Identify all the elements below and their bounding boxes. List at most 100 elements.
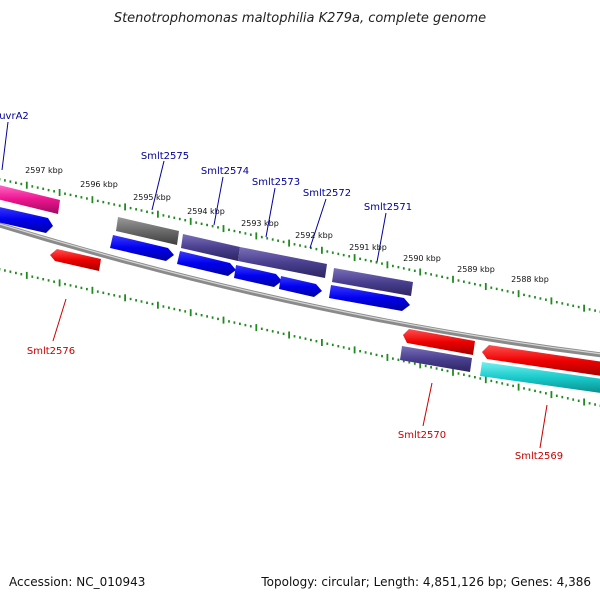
ruler-minor-tick [20, 182, 23, 186]
accession-text: Accession: NC_010943 [9, 575, 146, 589]
ruler-minor-tick [310, 246, 312, 250]
ruler-minor-tick [217, 226, 219, 229]
leader-smlt2576 [52, 298, 67, 342]
ruler-minor-tick [348, 255, 351, 258]
cds-forward-3[interactable] [177, 251, 236, 276]
gene-smlt2569-red[interactable] [482, 345, 600, 377]
gene-label-smlt2572[interactable]: Smlt2572 [303, 188, 351, 199]
gene-smlt2573[interactable] [238, 247, 327, 278]
tick-label-2589: 2589 kbp [457, 265, 495, 274]
ruler-major-tick [353, 254, 356, 262]
ruler-minor-tick [184, 310, 187, 313]
gene-smlt2574[interactable] [181, 234, 240, 261]
ruler-minor-tick [310, 338, 312, 342]
ruler-major-tick [419, 361, 422, 369]
ruler-minor-tick [381, 262, 383, 265]
ruler-minor-tick [375, 353, 378, 357]
ruler-minor-tick [249, 233, 252, 236]
ruler-minor-tick [315, 340, 318, 343]
ruler-major-tick [25, 271, 28, 279]
cds-forward-1[interactable] [0, 206, 53, 233]
ruler-minor-tick [195, 221, 198, 224]
ruler-major-tick [58, 189, 61, 196]
ruler-minor-tick [572, 398, 575, 401]
ruler-minor-tick [545, 298, 547, 301]
gene-smlt2576[interactable] [50, 249, 101, 271]
gene-label-smlt2574[interactable]: Smlt2574 [201, 166, 249, 177]
ruler-minor-tick [260, 235, 263, 239]
ruler-minor-tick [370, 352, 372, 355]
ruler-minor-tick [424, 364, 427, 368]
ruler-minor-tick [468, 281, 471, 285]
ruler-minor-tick [178, 309, 181, 312]
ruler-minor-tick [151, 211, 154, 215]
gene-label-smlt2571[interactable]: Smlt2571 [364, 202, 412, 213]
ruler-minor-tick [364, 258, 367, 262]
ruler-minor-tick [244, 323, 247, 327]
cds-forward-5[interactable] [279, 276, 322, 297]
gene-label-smlt2575[interactable]: Smlt2575 [141, 151, 189, 162]
ruler-minor-tick [140, 300, 143, 303]
ruler-minor-tick [271, 330, 274, 333]
cds-forward-4[interactable] [234, 265, 282, 287]
ruler-minor-tick [430, 366, 432, 369]
gene-label-uvra2[interactable]: uvrA2 [0, 111, 29, 122]
ruler-minor-tick [107, 202, 110, 205]
ruler-major-tick [353, 346, 356, 354]
position-ruler-lower [0, 268, 600, 407]
ruler-minor-tick [233, 229, 236, 233]
ruler-minor-tick [342, 253, 345, 257]
ruler-minor-tick [113, 294, 116, 297]
gene-label-smlt2576[interactable]: Smlt2576 [27, 346, 75, 357]
gene-label-smlt2573[interactable]: Smlt2573 [252, 177, 300, 188]
ruler-major-tick [583, 398, 585, 406]
ruler-minor-tick [408, 361, 411, 364]
ruler-minor-tick [129, 206, 132, 210]
ruler-minor-tick [337, 252, 340, 256]
ruler-minor-tick [468, 374, 471, 378]
gene-smlt2570[interactable] [400, 346, 472, 372]
ruler-minor-tick [577, 399, 580, 402]
ruler-minor-tick [539, 390, 542, 394]
ruler-minor-tick [64, 192, 66, 195]
cds-forward-2[interactable] [110, 235, 174, 261]
ruler-minor-tick [457, 279, 460, 282]
ruler-minor-tick [75, 285, 77, 288]
feature-pink[interactable] [0, 184, 60, 214]
ruler-minor-tick [140, 209, 143, 212]
ruler-major-tick [517, 383, 520, 391]
ruler-minor-tick [277, 331, 279, 334]
ruler-minor-tick [594, 403, 596, 406]
ruler-major-tick [189, 309, 192, 317]
ruler-minor-tick [206, 223, 208, 227]
gene-smlt2575[interactable] [116, 217, 179, 245]
ruler-minor-tick [96, 199, 99, 203]
ruler-minor-tick [96, 290, 99, 293]
ruler-minor-tick [151, 302, 154, 306]
ruler-major-tick [91, 196, 94, 204]
ruler-minor-tick [474, 282, 476, 286]
gene-label-smlt2569[interactable]: Smlt2569 [515, 451, 563, 462]
ruler-minor-tick [162, 305, 165, 308]
ruler-minor-tick [36, 276, 39, 280]
ruler-minor-tick [47, 279, 50, 282]
ruler-minor-tick [244, 232, 247, 235]
ruler-minor-tick [299, 336, 301, 339]
ruler-major-tick [157, 210, 159, 218]
ruler-major-tick [25, 181, 28, 189]
gene-smlt2569[interactable] [480, 362, 600, 394]
ruler-minor-tick [304, 337, 307, 340]
ruler-minor-tick [413, 269, 416, 272]
ruler-minor-tick [178, 217, 181, 221]
gene-smlt2571[interactable] [332, 268, 413, 296]
ruler-major-tick [452, 368, 454, 376]
ruler-minor-tick [135, 208, 137, 211]
gene-label-smlt2570[interactable]: Smlt2570 [398, 430, 446, 441]
ruler-minor-tick [4, 269, 6, 272]
cds-forward-6[interactable] [329, 285, 410, 311]
ruler-minor-tick [337, 345, 340, 348]
gene-labels: uvrA2 Smlt2575 Smlt2574 Smlt2573 Smlt257… [0, 111, 563, 462]
ruler-minor-tick [200, 314, 203, 317]
ruler-minor-tick [15, 271, 17, 275]
gene-smlt2570-red[interactable] [403, 329, 475, 355]
